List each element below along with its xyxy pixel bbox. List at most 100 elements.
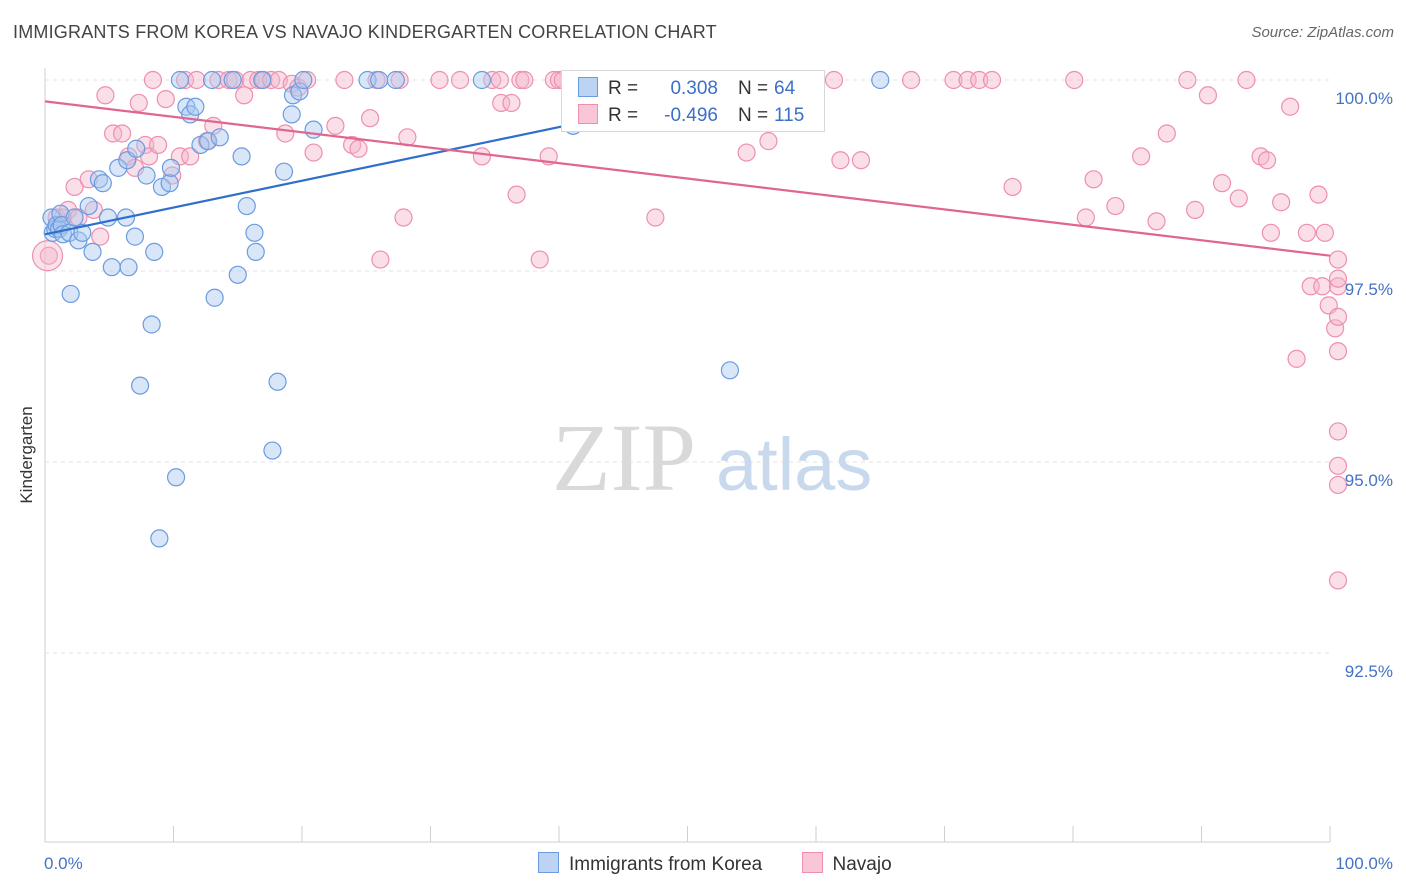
y-tick-label: 97.5%	[1345, 280, 1393, 299]
navajo-point	[1328, 307, 1348, 326]
korea-point	[294, 70, 313, 90]
korea-swatch	[578, 77, 598, 97]
legend-row-korea: R = 0.308 N = 64	[578, 77, 795, 99]
navajo-point	[1178, 70, 1197, 90]
navajo-point	[1106, 196, 1125, 216]
navajo-point	[1212, 174, 1232, 193]
navajo-legend-swatch	[801, 852, 823, 873]
korea-point	[161, 158, 181, 177]
korea-point	[186, 97, 205, 116]
watermark-zip: ZIP	[552, 404, 696, 511]
korea-point	[202, 70, 222, 90]
navajo-point	[187, 70, 206, 90]
navajo-point	[335, 70, 354, 90]
korea-point	[223, 70, 242, 90]
korea-point	[79, 196, 98, 216]
navajo-point	[1257, 151, 1277, 170]
navajo-point	[1328, 269, 1348, 288]
korea-point	[160, 174, 179, 193]
x-tick-label: 0.0%	[44, 854, 83, 873]
navajo-point	[1328, 250, 1348, 269]
navajo-point	[511, 70, 530, 90]
navajo-point	[181, 147, 200, 166]
navajo-point	[515, 70, 534, 90]
korea-point	[83, 242, 102, 261]
korea-point	[127, 139, 146, 158]
navajo-point	[1237, 70, 1256, 90]
korea-point	[472, 70, 491, 90]
navajo-point	[1328, 475, 1348, 495]
legend-r-label: R =	[608, 78, 639, 99]
korea-point	[263, 441, 282, 460]
legend-r-label: R =	[608, 105, 639, 126]
korea-point	[246, 242, 265, 261]
navajo-point	[31, 240, 64, 272]
korea-point	[290, 82, 309, 101]
navajo-point	[1076, 208, 1095, 227]
navajo-point	[361, 109, 380, 128]
legend-item-korea[interactable]: Immigrants from Korea	[538, 852, 762, 876]
legend-label-korea: Immigrants from Korea	[569, 854, 763, 875]
navajo-point	[1084, 170, 1103, 189]
navajo-trend-line	[44, 100, 1331, 257]
navajo-swatch	[578, 104, 598, 124]
navajo-point	[1132, 147, 1151, 166]
gridlines	[45, 79, 1330, 654]
navajo-point	[1281, 97, 1300, 116]
korea-point	[237, 196, 256, 216]
legend-r-value: 0.308	[670, 78, 718, 99]
navajo-point	[326, 116, 345, 135]
navajo-point	[39, 246, 58, 265]
navajo-point	[148, 135, 168, 155]
navajo-point	[1198, 86, 1218, 105]
navajo-point	[492, 93, 511, 113]
navajo-point	[759, 132, 778, 151]
korea-point	[170, 70, 190, 90]
korea-point	[386, 70, 405, 90]
navajo-point	[1147, 212, 1166, 231]
korea-point	[253, 70, 272, 90]
navajo-point	[982, 70, 1002, 90]
korea-point	[370, 70, 389, 90]
navajo-point	[129, 93, 148, 113]
korea-point	[61, 284, 80, 304]
navajo-point	[1065, 70, 1084, 90]
navajo-point	[304, 143, 323, 162]
korea-point	[210, 128, 229, 147]
navajo-point	[530, 250, 549, 269]
legend-item-navajo[interactable]: Navajo	[801, 852, 892, 876]
y-tick-label: 100.0%	[1335, 89, 1393, 108]
navajo-point	[490, 70, 509, 90]
navajo-point	[1287, 349, 1306, 368]
watermark-atlas: atlas	[716, 423, 872, 506]
navajo-point	[235, 86, 254, 105]
source-label: Source: ZipAtlas.com	[1251, 24, 1394, 41]
navajo-point	[276, 124, 295, 143]
korea-point	[245, 223, 264, 242]
korea-point	[145, 242, 164, 261]
korea-point	[125, 227, 145, 246]
navajo-point	[1313, 277, 1332, 296]
y-tick-label: 95.0%	[1345, 471, 1393, 490]
korea-point	[150, 529, 169, 548]
korea-point	[304, 120, 323, 139]
navajo-point	[79, 170, 98, 189]
navajo-point	[1309, 185, 1328, 204]
korea-point	[137, 166, 156, 185]
navajo-point	[1328, 571, 1348, 590]
navajo-point	[112, 124, 132, 143]
navajo-point	[143, 70, 163, 90]
navajo-point	[390, 70, 409, 90]
korea-point	[130, 376, 150, 395]
navajo-point	[249, 70, 268, 90]
navajo-point	[1157, 124, 1176, 143]
legend-row-navajo: R = -0.496 N = 115	[578, 104, 804, 126]
korea-point	[166, 468, 186, 487]
navajo-point	[1297, 223, 1316, 242]
navajo-point	[831, 151, 850, 170]
navajo-point	[1003, 177, 1022, 197]
korea-point	[720, 361, 740, 380]
korea-point	[142, 315, 161, 334]
navajo-point	[394, 208, 413, 227]
